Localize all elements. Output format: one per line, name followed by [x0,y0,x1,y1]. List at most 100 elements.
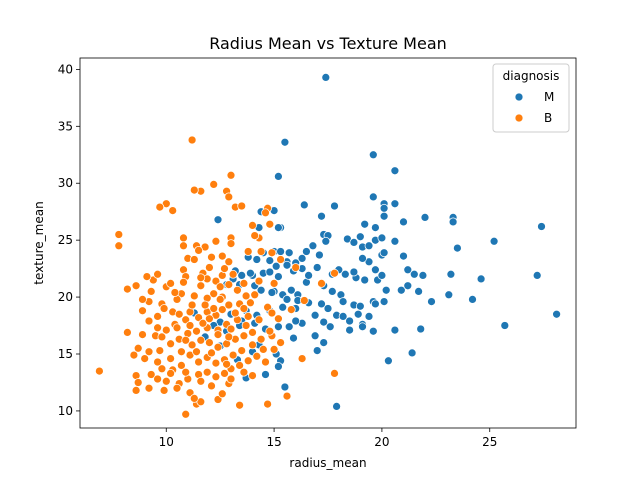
data-point-b [192,326,201,336]
legend-label-m: M [544,90,554,104]
data-point-b [276,338,285,347]
legend-box [492,63,570,133]
data-point-b [282,391,292,401]
data-point-b [317,279,326,288]
data-point-b [224,280,234,289]
data-point-b [330,369,339,378]
data-point-m [444,290,454,300]
data-point-b [265,326,275,336]
data-point-b [166,354,175,363]
legend-title: diagnosis [503,69,560,83]
data-point-b [254,315,264,325]
data-point-m [446,269,456,279]
data-point-m [368,326,378,336]
data-point-m [267,288,277,297]
data-point-b [228,269,238,279]
data-point-b [179,277,188,287]
data-point-b [207,381,216,391]
data-point-m [265,267,275,277]
data-point-b [189,394,199,403]
data-point-b [133,378,143,387]
data-point-b [138,330,147,339]
data-point-b [246,298,255,308]
data-point-m [384,356,393,366]
data-point-m [325,322,335,332]
data-point-b [252,351,262,361]
data-point-b [211,236,221,246]
data-point-b [181,367,191,377]
data-point-b [267,308,277,318]
data-point-m [416,324,426,334]
data-point-m [379,211,389,221]
data-point-b [215,282,225,292]
data-point-b [220,369,229,378]
data-point-b [174,309,184,319]
data-point-m [271,261,281,271]
data-point-m [274,362,283,371]
data-point-m [286,285,296,295]
data-point-m [261,370,270,379]
data-point-b [153,323,162,333]
data-point-m [358,322,367,332]
data-point-b [161,325,171,335]
data-point-b [211,358,221,368]
data-point-b [220,264,229,273]
data-point-b [235,400,244,410]
data-point-b [243,247,253,256]
data-point-b [224,300,234,310]
data-point-m [276,247,285,256]
data-point-b [250,231,260,240]
data-point-b [95,366,104,376]
data-point-m [552,309,561,319]
data-point-b [196,281,206,291]
data-point-m [418,271,428,280]
data-point-b [161,376,171,386]
data-point-b [168,206,178,215]
data-point-b [187,340,197,350]
data-point-b [248,221,257,230]
data-point-m [403,265,413,275]
data-point-b [217,305,227,314]
data-point-m [315,250,324,260]
data-point-b [196,273,206,283]
data-point-b [217,389,227,399]
data-point-m [274,322,283,332]
data-point-b [230,308,240,318]
data-point-b [196,376,206,386]
data-point-m [390,325,400,335]
data-point-b [241,291,251,301]
data-point-b [157,364,167,374]
data-point-b [129,350,139,360]
data-point-m [396,285,406,295]
data-point-b [299,296,309,305]
data-point-b [166,339,175,349]
data-point-m [284,248,294,258]
data-point-b [146,287,156,296]
data-point-m [390,236,400,246]
data-point-b [330,268,339,278]
x-tick-label: 20 [374,435,389,449]
data-point-b [274,314,283,324]
data-point-m [321,236,331,246]
data-point-b [248,328,257,337]
data-point-b [144,316,154,326]
data-point-m [364,241,374,251]
data-point-b [189,291,199,301]
data-point-b [209,180,219,189]
data-point-b [159,304,169,313]
data-point-m [319,317,329,327]
data-point-b [263,399,272,409]
data-point-b [226,324,236,334]
y-tick-label: 25 [58,233,73,247]
x-axis-label: radius_mean [289,456,366,470]
data-point-b [181,335,191,345]
data-point-m [371,265,380,275]
data-point-m [312,346,322,355]
data-point-b [256,334,266,344]
data-point-m [379,297,389,306]
data-point-m [323,304,333,313]
data-point-m [371,223,380,232]
data-point-m [353,309,363,319]
data-point-m [355,232,365,242]
data-point-b [187,135,197,145]
